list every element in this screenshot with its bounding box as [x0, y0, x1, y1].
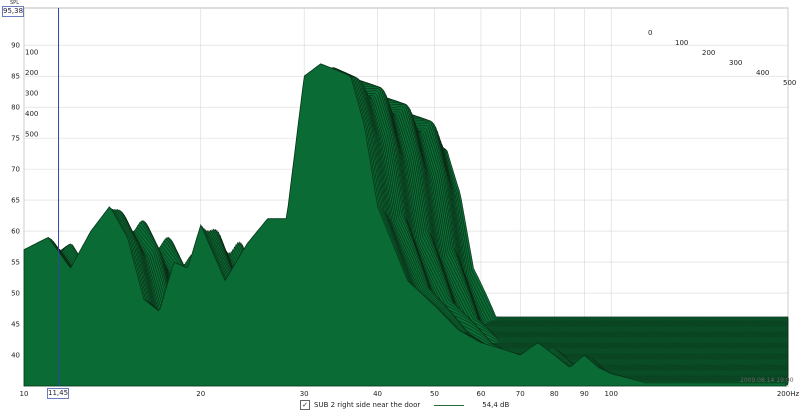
y-axis-ticks: 90 85 80 75 70 65 60 55 50 45 40: [11, 42, 20, 360]
y-tick-label: 45: [11, 321, 20, 329]
cursor-x-readout: 11,45: [47, 388, 69, 399]
depth-tick-front: 200: [25, 69, 38, 77]
depth-tick-front: 400: [25, 110, 38, 118]
x-tick-label: 40: [373, 390, 382, 398]
depth-axis-ticks: 100 200 300 400 500 0 100 200 300 400 500: [25, 29, 796, 138]
x-axis-ticks: 10 20 30 40 50 60 70 80 90 100 200Hz: [20, 390, 800, 398]
y-tick-label: 85: [11, 73, 20, 81]
x-tick-label: 80: [550, 390, 559, 398]
x-tick-label: 90: [580, 390, 589, 398]
legend-value: 54,4 dB: [482, 401, 510, 409]
y-tick-label: 55: [11, 259, 20, 267]
x-tick-label: 100: [605, 390, 618, 398]
x-tick-label: 60: [476, 390, 485, 398]
legend-label: SUB 2 right side near the door: [314, 401, 421, 409]
depth-tick-front: 300: [25, 89, 38, 97]
x-tick-label: 20: [196, 390, 205, 398]
x-tick-label: 30: [300, 390, 309, 398]
timestamp: 2009.08.14 19:00: [740, 377, 794, 384]
depth-tick-back: 0: [648, 29, 652, 37]
depth-tick-back: 200: [702, 49, 715, 57]
depth-tick-front: 500: [25, 130, 38, 138]
y-tick-label: 50: [11, 290, 20, 298]
legend: ✓ SUB 2 right side near the door 54,4 dB: [300, 398, 509, 412]
depth-tick-back: 100: [675, 39, 688, 47]
front-slice-area: [23, 63, 787, 387]
depth-tick-front: 100: [25, 48, 38, 56]
y-unit-label: SPL: [10, 0, 19, 6]
depth-tick-back: 500: [783, 79, 796, 87]
y-tick-label: 90: [11, 42, 20, 50]
y-tick-label: 40: [11, 352, 20, 360]
y-tick-label: 70: [11, 166, 20, 174]
x-tick-label: 70: [516, 390, 525, 398]
x-tick-label: 50: [430, 390, 439, 398]
legend-line-swatch: [434, 404, 465, 406]
legend-checkbox[interactable]: ✓: [300, 400, 310, 410]
y-tick-label: 60: [11, 228, 20, 236]
depth-tick-back: 400: [756, 69, 769, 77]
y-tick-label: 80: [11, 104, 20, 112]
cursor-y-readout: 95,38: [2, 6, 24, 17]
x-tick-label: 200Hz: [777, 390, 800, 398]
depth-tick-back: 300: [729, 59, 742, 67]
y-tick-label: 65: [11, 197, 20, 205]
y-tick-label: 75: [11, 135, 20, 143]
x-tick-label: 10: [20, 390, 29, 398]
